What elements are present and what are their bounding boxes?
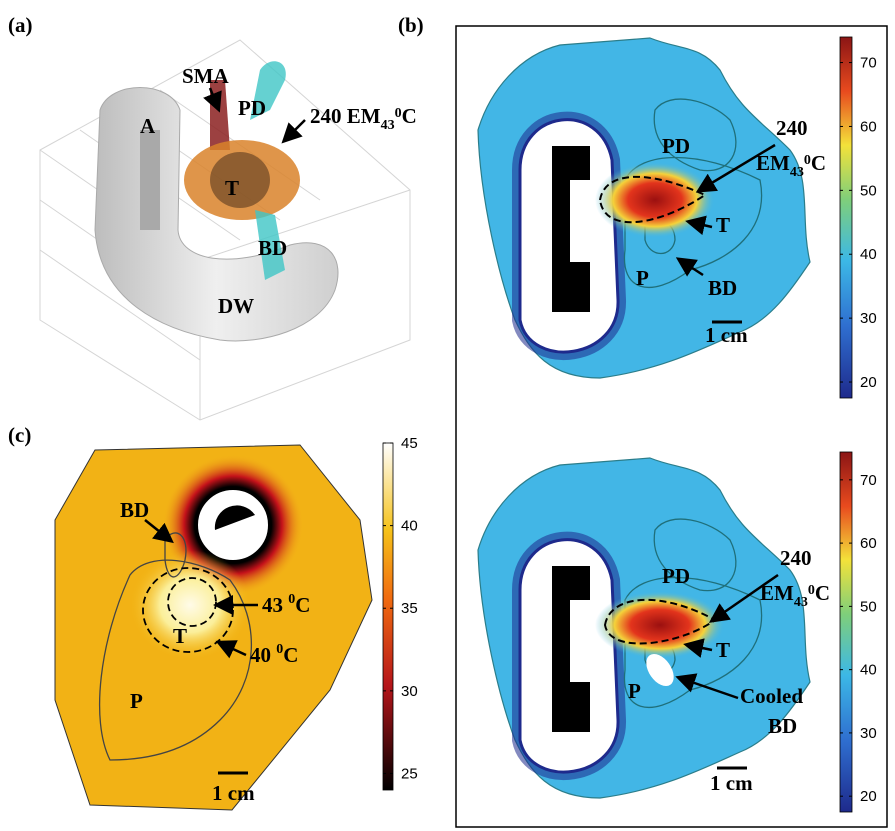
colorbar-tick-label: 25 xyxy=(401,765,418,782)
colorbar-tick-label: 60 xyxy=(860,118,877,135)
colorbar-tick-label: 70 xyxy=(860,472,877,489)
isotherm-label: 40 0C xyxy=(250,642,298,667)
annotation: PD xyxy=(662,564,690,588)
map-bottom xyxy=(478,458,810,798)
annotation: BD xyxy=(708,276,737,300)
map-c xyxy=(55,445,372,810)
scale-label: 1 cm xyxy=(705,323,748,347)
panel-label: (b) xyxy=(398,13,424,37)
annotation: T xyxy=(173,624,187,648)
annotation: P xyxy=(628,679,641,703)
colorbar-tick-label: 30 xyxy=(860,725,877,742)
annotation: DW xyxy=(218,294,254,318)
annotation: BD xyxy=(258,236,287,260)
annotation: T xyxy=(716,213,730,237)
colorbar-tick-label: 45 xyxy=(401,435,418,452)
annotation: P xyxy=(636,266,649,290)
em-label: 240 xyxy=(776,116,808,140)
colorbar-tick-label: 40 xyxy=(860,246,877,263)
colorbar-tick-label: 20 xyxy=(860,374,877,391)
em-label: 240 xyxy=(780,546,812,570)
scale-label: 1 cm xyxy=(212,781,255,805)
colorbar xyxy=(840,37,852,398)
panel-label: (c) xyxy=(8,423,31,447)
colorbar xyxy=(840,452,852,812)
colorbar-tick-label: 40 xyxy=(401,518,418,535)
colorbar-tick-label: 20 xyxy=(860,788,877,805)
arrow xyxy=(285,120,305,140)
colorbar xyxy=(383,443,393,790)
colorbar-tick-label: 35 xyxy=(401,600,418,617)
annotation: P xyxy=(130,689,143,713)
annotation: PD xyxy=(662,134,690,158)
annotation: PD xyxy=(238,96,266,120)
colorbar-tick-label: 30 xyxy=(401,683,418,700)
annotation: T xyxy=(716,638,730,662)
colorbar-tick-label: 50 xyxy=(860,598,877,615)
colorbar-tick-label: 70 xyxy=(860,55,877,72)
figure: (a) SMA PD A T BD DW 240 EM430C (b) PD T… xyxy=(0,0,895,831)
panel-label: (a) xyxy=(8,13,33,37)
annotation: T xyxy=(225,176,239,200)
scale-label: 1 cm xyxy=(710,771,753,795)
annotation: BD xyxy=(120,498,149,522)
colorbar-tick-label: 30 xyxy=(860,310,877,327)
isotherm-label: 43 0C xyxy=(262,592,310,617)
annotation: Cooled xyxy=(740,684,803,708)
colorbar-tick-label: 60 xyxy=(860,535,877,552)
colorbar-tick-label: 40 xyxy=(860,662,877,679)
colorbar-tick-label: 50 xyxy=(860,182,877,199)
annotation: BD xyxy=(768,714,797,738)
map-top xyxy=(478,38,810,378)
annotation: SMA xyxy=(182,64,230,88)
annotation: A xyxy=(140,114,156,138)
em-label: 240 EM430C xyxy=(310,104,417,133)
